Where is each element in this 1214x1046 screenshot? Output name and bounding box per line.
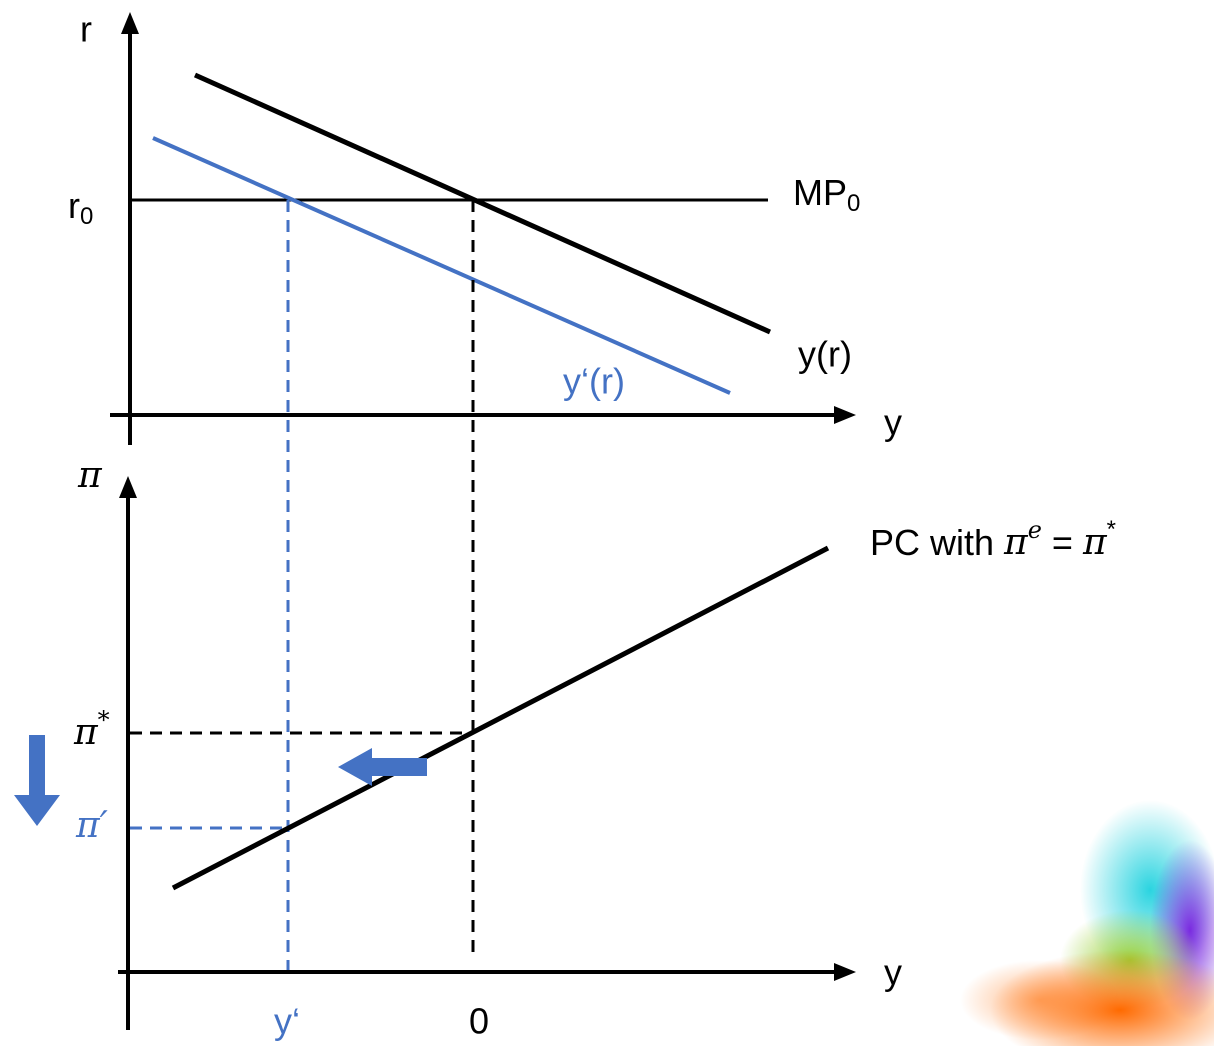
axis-label: π xyxy=(77,455,103,496)
left-arrow xyxy=(338,748,427,786)
label-part: π xyxy=(1082,522,1108,563)
bottom-panel xyxy=(118,495,835,1030)
label-part: π xyxy=(73,712,99,753)
axis-label: y xyxy=(884,952,902,993)
r0-label: r0 xyxy=(68,185,93,231)
y-prime-label: y‘ xyxy=(274,1001,300,1042)
arrowhead xyxy=(834,406,856,424)
label-part: * xyxy=(98,706,110,734)
axis-label: y xyxy=(884,402,902,443)
axis-label: r xyxy=(80,9,92,50)
curve-label: y‘(r) xyxy=(563,361,625,402)
label-part: PC with xyxy=(870,522,994,563)
down-arrow xyxy=(14,735,60,826)
decoration xyxy=(960,800,1214,1046)
label-part: 0 xyxy=(847,190,860,217)
pc-label: PC with πe = π* xyxy=(870,516,1116,564)
pc-curve xyxy=(171,545,830,891)
is-curve xyxy=(193,72,772,335)
top-panel xyxy=(110,30,835,445)
label-part: = xyxy=(1052,522,1073,563)
curve-label: y(r) xyxy=(798,334,852,375)
arrowhead xyxy=(119,476,137,498)
label-part: π xyxy=(1003,522,1029,563)
label-part: * xyxy=(1107,516,1116,543)
pi-prime-label: π′ xyxy=(75,805,108,846)
arrowhead xyxy=(121,12,139,34)
label-part: e xyxy=(1028,516,1042,544)
label-part: MP xyxy=(793,172,847,213)
zero-label: 0 xyxy=(469,1001,489,1042)
label-part: 0 xyxy=(80,203,93,230)
label-part: r xyxy=(68,185,80,226)
pi-star-label: π* xyxy=(73,706,110,754)
mp-label: MP0 xyxy=(793,172,860,218)
shifted-is-curve xyxy=(152,136,731,395)
arrowhead xyxy=(834,963,856,981)
